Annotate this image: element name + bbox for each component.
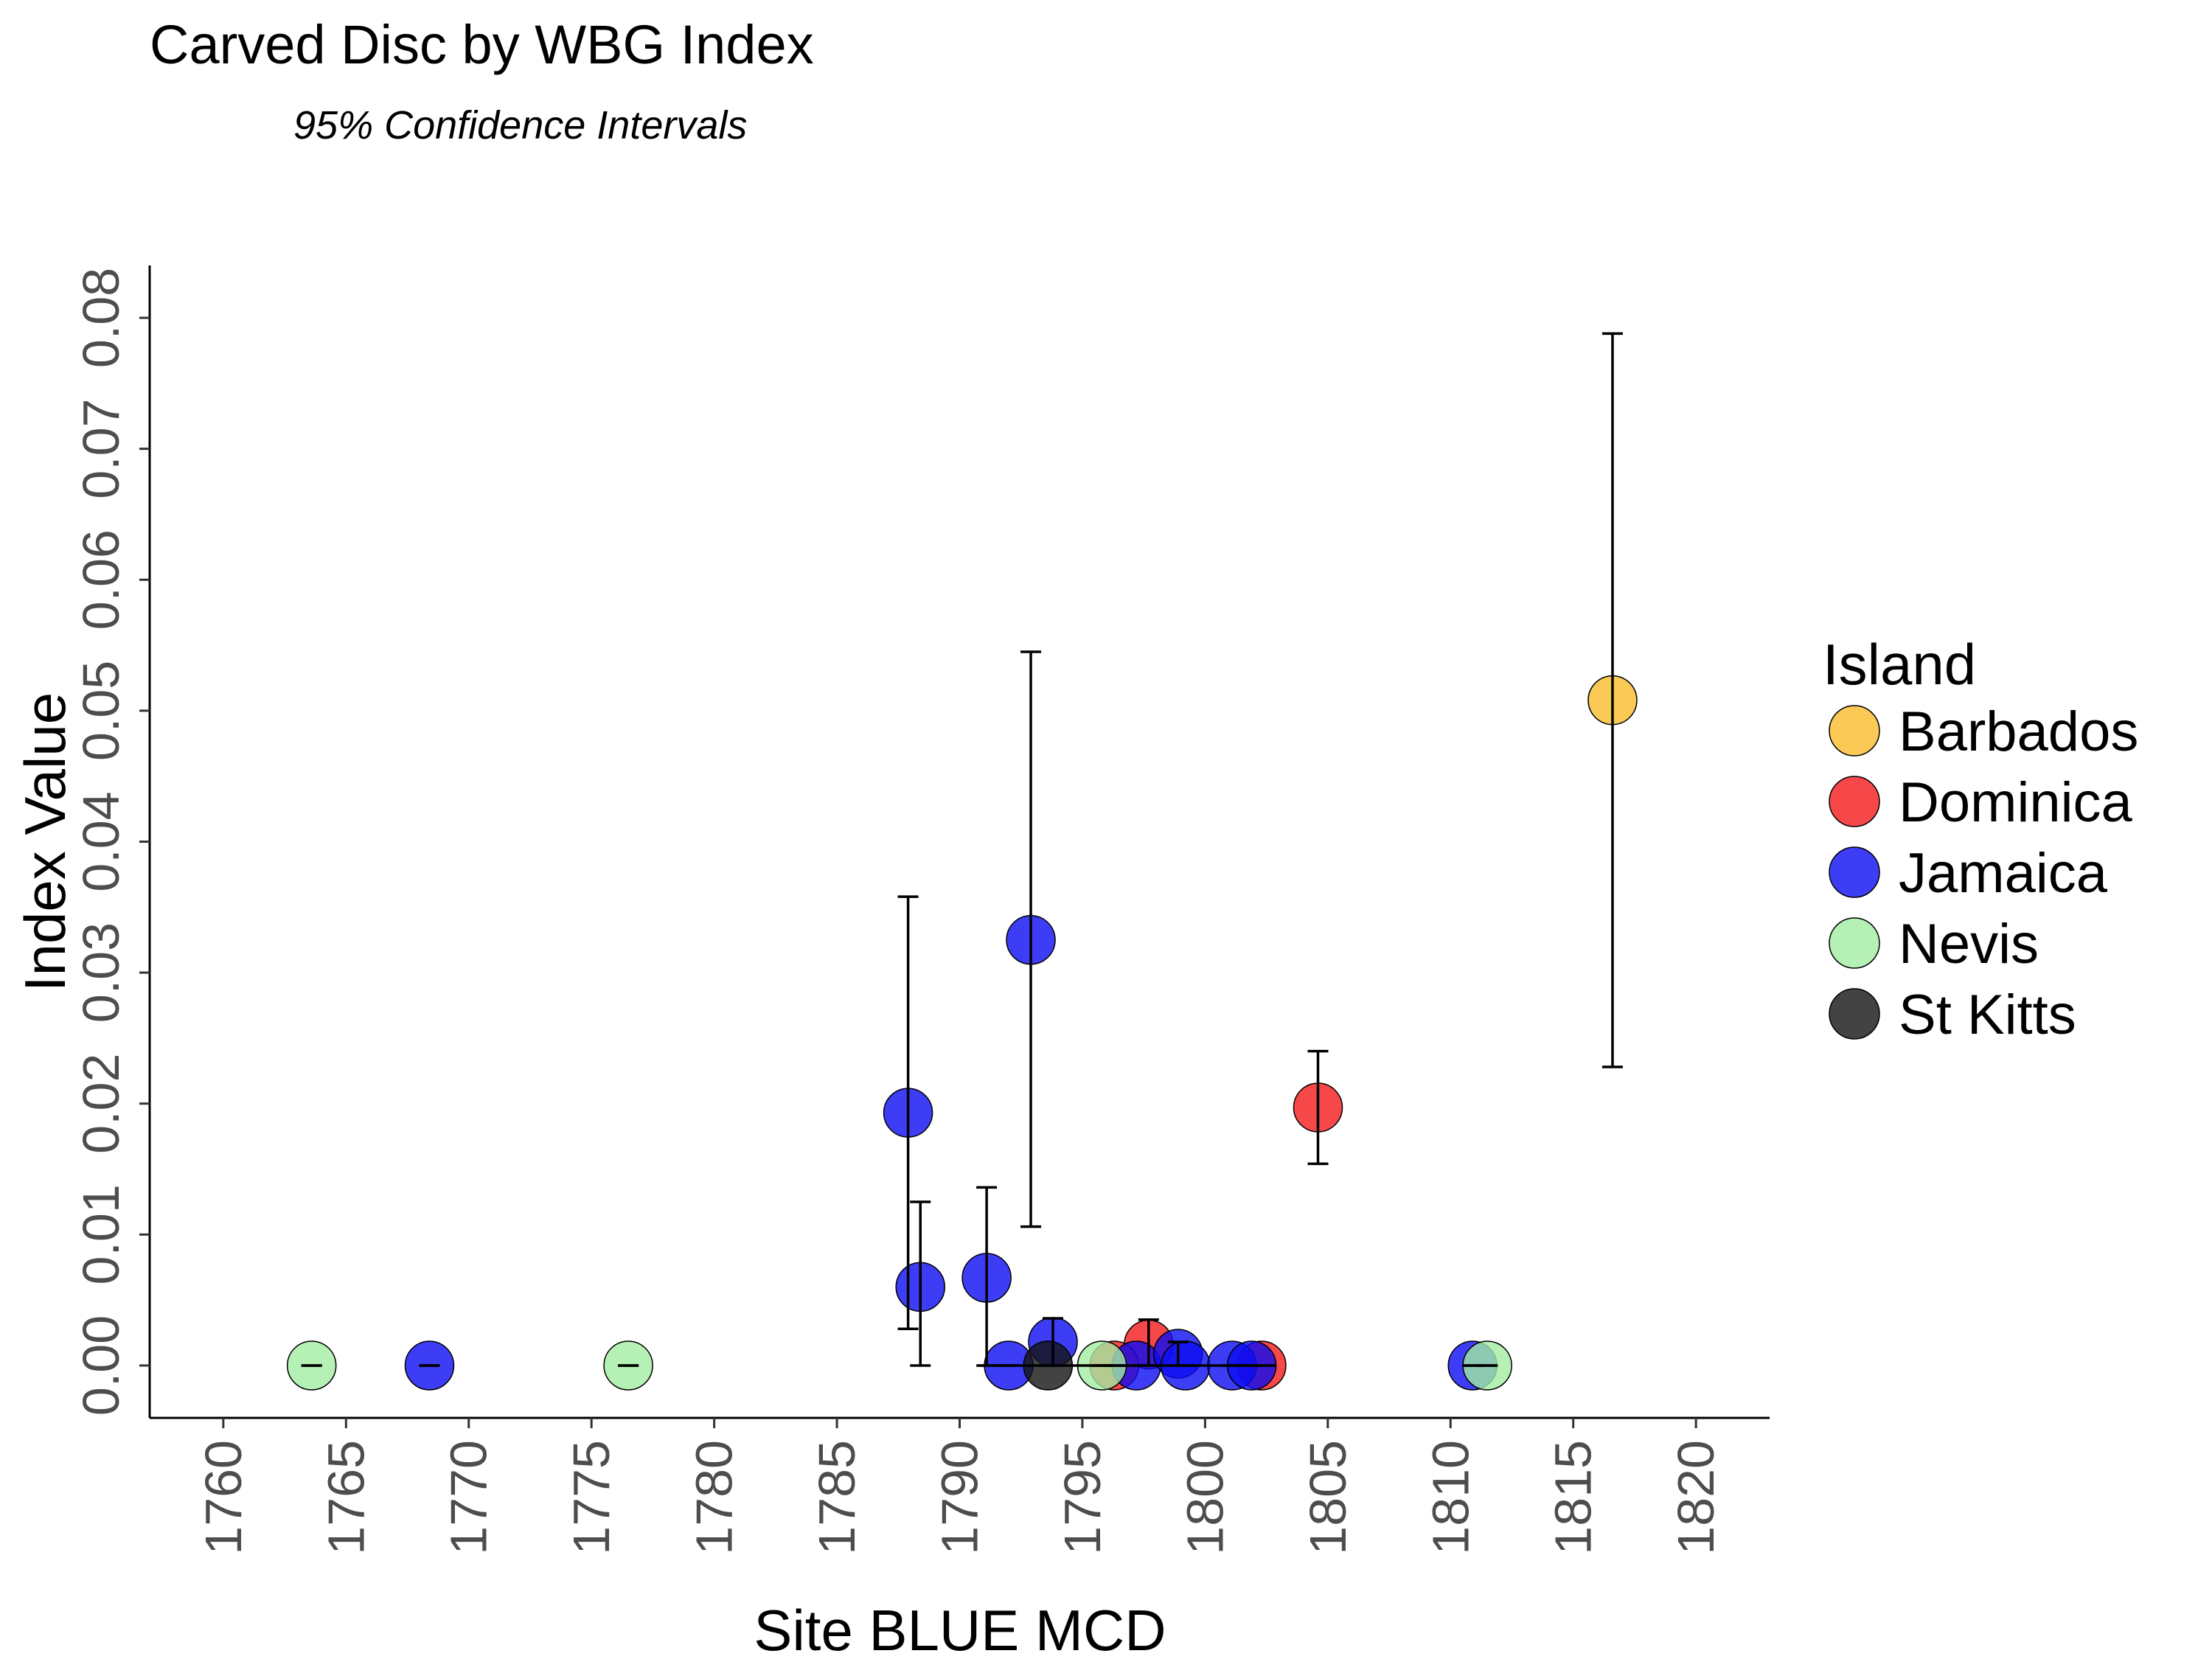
legend: Island Barbados Dominica Jamaica Nevis St Ki… <box>1823 632 2138 1046</box>
legend-label: Barbados <box>1899 700 2138 763</box>
x-axis-title: Site BLUE MCD <box>754 1598 1166 1659</box>
y-tick-label: 0.04 <box>72 791 130 891</box>
axes <box>148 265 1770 1419</box>
y-tick-label: 0.06 <box>72 529 130 630</box>
y-ticks: 0.00 0.01 0.02 0.03 0.04 0.05 0.06 0.07 0.08 <box>72 268 150 1416</box>
legend-swatch <box>1829 988 1880 1040</box>
x-tick-label: 1820 <box>1667 1440 1725 1555</box>
y-axis-title: Index Value <box>13 692 77 992</box>
chart-subtitle: 95% Confidence Intervals <box>293 103 747 147</box>
y-tick-label: 0.02 <box>72 1054 130 1154</box>
x-tick-label: 1760 <box>195 1440 252 1555</box>
legend-label: Jamaica <box>1899 842 2108 905</box>
x-tick-label: 1770 <box>440 1440 498 1555</box>
legend-item: Jamaica <box>1829 842 2108 905</box>
legend-title: Island <box>1823 632 1976 697</box>
legend-item: St Kitts <box>1829 984 2076 1046</box>
x-ticks: 1760 1765 1770 1775 1780 1785 1790 1795 1800 1805… <box>195 1418 1725 1555</box>
y-tick-label: 0.00 <box>72 1315 130 1416</box>
legend-swatch <box>1829 776 1880 827</box>
legend-swatch <box>1829 705 1880 757</box>
legend-label: Nevis <box>1899 913 2039 975</box>
y-tick-label: 0.08 <box>72 268 130 368</box>
x-tick-label: 1785 <box>808 1440 866 1555</box>
y-tick-label: 0.01 <box>72 1184 130 1284</box>
legend-swatch <box>1829 917 1880 969</box>
error-bar <box>897 895 919 1330</box>
x-tick-label: 1810 <box>1422 1440 1479 1555</box>
legend-items: Barbados Dominica Jamaica Nevis St Kitts <box>1829 700 2138 1046</box>
data-points <box>286 675 1638 1391</box>
legend-item: Nevis <box>1829 913 2039 975</box>
y-tick-label: 0.05 <box>72 661 130 761</box>
error-bar <box>1601 332 1623 1068</box>
legend-label: St Kitts <box>1899 984 2076 1046</box>
chart-title: Carved Disc by WBG Index <box>150 14 814 75</box>
x-tick-label: 1780 <box>686 1440 743 1555</box>
legend-item: Dominica <box>1829 771 2132 834</box>
x-tick-label: 1790 <box>931 1440 989 1555</box>
x-tick-label: 1765 <box>317 1440 375 1555</box>
error-bar <box>1307 1049 1329 1166</box>
error-bar <box>910 1200 931 1367</box>
legend-label: Dominica <box>1899 771 2132 834</box>
x-tick-label: 1795 <box>1054 1440 1111 1555</box>
y-tick-label: 0.03 <box>72 922 130 1023</box>
y-tick-label: 0.07 <box>72 399 130 499</box>
x-tick-label: 1800 <box>1176 1440 1234 1555</box>
x-tick-label: 1775 <box>563 1440 620 1555</box>
x-tick-label: 1805 <box>1299 1440 1357 1555</box>
legend-item: Barbados <box>1829 700 2138 763</box>
x-tick-label: 1815 <box>1545 1440 1602 1555</box>
error-bar <box>1020 650 1042 1228</box>
error-bars <box>301 332 1623 1367</box>
legend-swatch <box>1829 846 1880 898</box>
